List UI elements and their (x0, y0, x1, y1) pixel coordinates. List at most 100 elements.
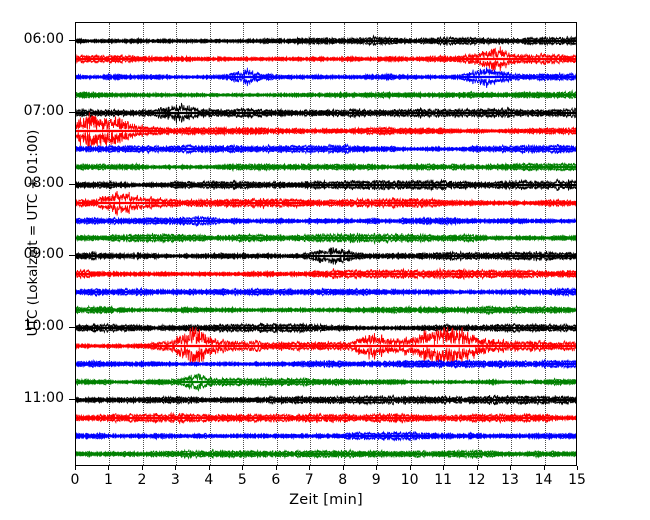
gridline-x-11 (444, 23, 446, 465)
x-tick-5 (242, 466, 244, 470)
x-tick-label-2: 2 (137, 472, 147, 488)
gridline-x-1 (109, 23, 111, 465)
trace-0930 (76, 273, 576, 311)
trace-1145 (76, 435, 576, 465)
x-tick-label-1: 1 (103, 472, 113, 488)
x-tick-label-9: 9 (371, 472, 381, 488)
trace-path-0615 (76, 46, 576, 72)
trace-0630 (76, 58, 576, 96)
x-tick-label-4: 4 (204, 472, 214, 488)
trace-path-0715 (76, 112, 576, 150)
trace-path-0745 (76, 161, 576, 172)
trace-path-0700 (76, 102, 576, 124)
x-tick-9 (376, 466, 378, 470)
trace-1115 (76, 399, 576, 437)
trace-path-0845 (76, 232, 576, 246)
trace-0700 (76, 94, 576, 132)
y-tick-label-0700: 07:00 (23, 102, 64, 119)
trace-0600 (76, 23, 576, 60)
x-tick-label-15: 15 (568, 472, 586, 488)
trace-path-1100 (76, 394, 576, 406)
y-tick-0800 (69, 183, 75, 185)
x-tick-label-6: 6 (271, 472, 281, 488)
x-tick-label-7: 7 (304, 472, 314, 488)
x-tick-label-13: 13 (501, 472, 519, 488)
x-tick-6 (275, 466, 277, 470)
trace-path-1115 (76, 411, 576, 425)
x-tick-4 (208, 466, 210, 470)
trace-path-0830 (76, 215, 576, 227)
gridline-x-2 (142, 23, 144, 465)
trace-0715 (76, 112, 576, 150)
y-tick-1000 (69, 327, 75, 329)
trace-1045 (76, 363, 576, 401)
x-tick-14 (543, 466, 545, 470)
gridline-x-8 (343, 23, 345, 465)
x-axis-label: Zeit [min] (289, 492, 363, 508)
x-tick-11 (443, 466, 445, 470)
trace-path-0630 (76, 66, 576, 88)
trace-path-1130 (76, 430, 576, 442)
x-tick-3 (175, 466, 177, 470)
trace-path-0800 (76, 177, 576, 192)
x-tick-8 (342, 466, 344, 470)
trace-1015 (76, 327, 576, 366)
x-tick-label-14: 14 (534, 472, 553, 488)
y-tick-label-0800: 08:00 (23, 174, 64, 191)
y-tick-0600 (69, 40, 75, 41)
x-tick-label-5: 5 (237, 472, 247, 488)
gridline-x-13 (511, 23, 513, 465)
trace-path-0645 (76, 88, 576, 100)
trace-path-1000 (76, 322, 576, 335)
y-tick-label-1000: 10:00 (23, 318, 64, 335)
x-tick-label-11: 11 (434, 472, 453, 488)
gridline-x-6 (276, 23, 278, 465)
x-tick-12 (476, 466, 478, 470)
y-tick-1100 (69, 399, 75, 400)
trace-1030 (76, 345, 576, 383)
gridline-x-14 (544, 23, 546, 465)
trace-1000 (76, 309, 576, 347)
y-tick-0900 (69, 255, 75, 257)
gridline-x-12 (477, 23, 479, 465)
trace-path-1030 (76, 358, 576, 370)
trace-0730 (76, 130, 576, 168)
gridline-x-3 (176, 23, 178, 465)
trace-path-0945 (76, 304, 576, 316)
trace-0615 (76, 40, 576, 78)
trace-0815 (76, 184, 576, 222)
trace-1100 (76, 381, 576, 419)
trace-0645 (76, 76, 576, 114)
x-tick-label-3: 3 (170, 472, 180, 488)
trace-0800 (76, 166, 576, 204)
gridline-x-10 (410, 23, 412, 465)
trace-path-0600 (76, 34, 576, 47)
x-tick-1 (108, 466, 110, 470)
x-tick-label-10: 10 (400, 472, 419, 488)
x-tick-13 (510, 466, 512, 470)
trace-0945 (76, 291, 576, 329)
x-tick-0 (75, 466, 76, 470)
plot-area[interactable] (75, 22, 577, 466)
y-tick-label-1100: 11:00 (23, 390, 64, 406)
trace-0830 (76, 202, 576, 240)
x-tick-label-12: 12 (467, 472, 486, 488)
x-tick-10 (409, 466, 411, 470)
trace-0845 (76, 219, 576, 257)
gridline-x-5 (243, 23, 245, 465)
x-tick-label-8: 8 (338, 472, 348, 488)
x-tick-2 (141, 466, 143, 470)
gridline-x-4 (209, 23, 211, 465)
trace-1130 (76, 417, 576, 455)
trace-0900 (76, 237, 576, 275)
gridline-x-7 (310, 23, 312, 465)
trace-path-1015 (76, 327, 576, 366)
trace-path-1145 (76, 448, 576, 460)
trace-0745 (76, 148, 576, 186)
trace-path-0730 (76, 142, 576, 155)
trace-path-0915 (76, 267, 576, 281)
x-tick-7 (309, 466, 311, 470)
y-tick-label-0900: 09:00 (23, 246, 64, 263)
trace-path-0930 (76, 286, 576, 298)
